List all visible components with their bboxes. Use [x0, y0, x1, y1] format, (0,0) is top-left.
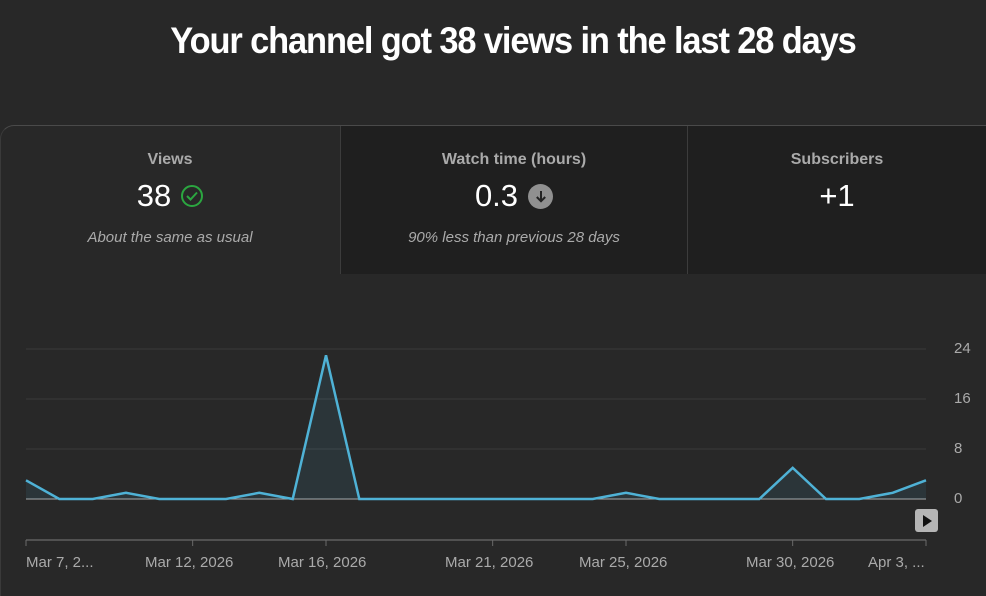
tab-note: 90% less than previous 28 days	[408, 229, 620, 246]
views-line-chart: 24 16 8 0 Mar 7, 2... Mar 12, 2026 Mar 1…	[0, 274, 986, 587]
check-circle-icon	[181, 185, 204, 207]
x-tick: Mar 21, 2026	[445, 554, 534, 571]
y-tick: 8	[954, 440, 963, 457]
tab-label: Watch time (hours)	[441, 151, 587, 168]
x-tick: Mar 12, 2026	[145, 554, 234, 571]
x-tick: Mar 7, 2...	[26, 554, 94, 571]
x-tick: Mar 16, 2026	[278, 554, 367, 571]
y-tick: 0	[954, 490, 963, 507]
x-tick: Mar 30, 2026	[746, 554, 835, 571]
tab-value: 38	[136, 178, 172, 213]
next-period-button[interactable]	[915, 509, 938, 532]
tab-value-row: +1	[688, 178, 986, 214]
arrow-down-circle-icon	[528, 183, 554, 209]
tab-value: 0.3	[474, 178, 519, 213]
chart-plot	[25, 348, 927, 546]
tab-label: Subscribers	[790, 151, 884, 168]
x-tick: Apr 3, ...	[868, 554, 925, 571]
tab-note: About the same as usual	[87, 229, 253, 246]
metric-tabs: Views 38 About the same as usual Watch t…	[0, 126, 986, 274]
y-tick: 24	[954, 340, 971, 357]
tab-watch-time[interactable]: Watch time (hours) 0.3 90% less than pre…	[340, 126, 687, 274]
x-tick: Mar 25, 2026	[579, 554, 668, 571]
page-headline: Your channel got 38 views in the last 28…	[170, 20, 856, 61]
play-arrow-icon	[922, 514, 932, 527]
tab-value-row: 38	[0, 178, 340, 214]
tab-subscribers[interactable]: Subscribers +1	[687, 126, 986, 274]
tab-value: +1	[819, 178, 855, 213]
tab-label: Views	[147, 151, 193, 168]
tab-views[interactable]: Views 38 About the same as usual	[0, 126, 340, 274]
y-tick: 16	[954, 390, 971, 407]
tab-value-row: 0.3	[341, 178, 687, 214]
